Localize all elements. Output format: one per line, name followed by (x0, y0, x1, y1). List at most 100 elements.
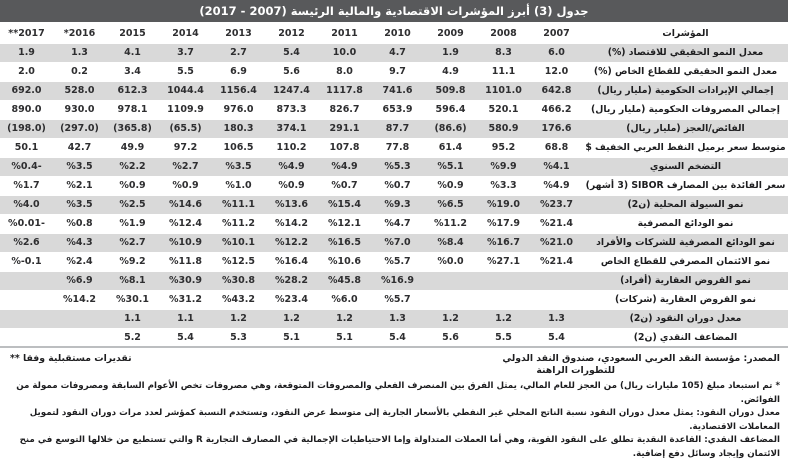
indicator-label: نمو الودائع المصرفية (637, 218, 734, 229)
year-header: 2008 (490, 27, 517, 39)
value-cell (477, 290, 530, 309)
value-cell: %21.4 (540, 218, 573, 229)
table-row: 50.1 42.7 49.9 97.2 106.5 110.2 107.8 77.8 61.4 9… (0, 138, 788, 157)
value-cell: 10.0 (332, 47, 357, 58)
source-note: المصدر: مؤسسة النقد العربي السعودي، صندو… (502, 353, 780, 364)
value-cell: 107.8 (329, 142, 360, 153)
value-cell: 612.3 (117, 85, 148, 96)
value-cell: %45.8 (328, 275, 361, 286)
table-row: 692.0 528.0 612.3 1044.4 1156.4 1247.4 1117.8 7… (0, 81, 788, 100)
value-cell: 0.2 (71, 66, 88, 77)
value-cell: %5.7 (384, 294, 411, 305)
year-header: *2016 (63, 27, 96, 39)
value-cell: %2.7 (119, 237, 146, 248)
value-cell: (297.0) (60, 123, 99, 134)
value-cell: 3.7 (177, 47, 194, 58)
value-cell: 1.9 (18, 47, 35, 58)
value-cell: %43.2 (222, 294, 255, 305)
value-cell: %4.1 (543, 161, 570, 172)
value-cell: %0.01- (8, 218, 45, 229)
value-cell: 1.2 (230, 313, 247, 324)
value-cell: 466.2 (541, 104, 572, 115)
value-cell: 976.0 (223, 104, 254, 115)
table-row: 2.0 0.2 3.4 5.5 6.9 5.6 8.0 9.7 4.9 11.1 12.0 معدل … (0, 62, 788, 81)
value-cell: 180.3 (223, 123, 254, 134)
value-cell: %27.1 (487, 256, 520, 267)
value-cell: 95.2 (491, 142, 516, 153)
value-cell: %-0.1 (11, 256, 42, 267)
value-cell: %21.0 (540, 237, 573, 248)
value-cell: 1247.4 (273, 85, 310, 96)
value-cell: 1.3 (389, 313, 406, 324)
value-cell: 6.9 (230, 66, 247, 77)
value-cell: 1.1 (124, 313, 141, 324)
value-cell (0, 271, 53, 290)
value-cell: %0.0 (437, 256, 464, 267)
year-header: 2013 (225, 27, 252, 39)
value-cell: %14.6 (169, 199, 202, 210)
value-cell: %23.7 (540, 199, 573, 210)
value-cell: %23.4 (275, 294, 308, 305)
value-cell: 5.5 (177, 66, 194, 77)
year-header: 2007 (543, 27, 570, 39)
value-cell: 1.3 (548, 313, 565, 324)
value-cell: %6.5 (437, 199, 464, 210)
value-cell: 4.1 (124, 47, 141, 58)
table-row: %14.2 %30.1 %31.2 %43.2 %23.4 %6.0 %5.7 نمو الق… (0, 290, 788, 309)
value-cell: %12.5 (222, 256, 255, 267)
value-cell: 5.1 (336, 331, 353, 343)
value-cell: 1117.8 (326, 85, 363, 96)
value-cell (0, 328, 53, 347)
value-cell: %14.2 (275, 218, 308, 229)
value-cell: %0.7 (384, 180, 411, 191)
value-cell: %12.2 (275, 237, 308, 248)
value-cell: %0.7 (331, 180, 358, 191)
value-cell: 110.2 (276, 142, 307, 153)
value-cell: 49.9 (120, 142, 145, 153)
value-cell: %30.9 (169, 275, 202, 286)
estimate-text: تقديرات مستقبلية وفقا (22, 353, 132, 364)
footnote-multiplier: المضاعف النقدي: القاعدة النقدية تطلق على… (19, 435, 780, 459)
value-cell: %11.2 (434, 218, 467, 229)
footer-source-row: المصدر: مؤسسة النقد العربي السعودي، صندو… (0, 348, 788, 364)
value-cell: 11.1 (491, 66, 516, 77)
table-row: %0.01- %0.8 %1.9 %12.4 %11.2 %14.2 %12.1 %4.7 %1… (0, 214, 788, 233)
value-cell: %16.4 (275, 256, 308, 267)
value-cell: 5.6 (442, 331, 459, 343)
value-cell: %2.1 (66, 180, 93, 191)
value-cell: %2.4 (66, 256, 93, 267)
value-cell: 9.7 (389, 66, 406, 77)
indicator-label: الفائض/العجز (مليار ريال) (626, 123, 745, 134)
value-cell: %4.3 (66, 237, 93, 248)
value-cell: %17.9 (487, 218, 520, 229)
indicator-label: معدل دوران النقود (ن2) (629, 313, 742, 324)
value-cell: 1156.4 (220, 85, 257, 96)
table-row: %4.0 %3.5 %2.5 %14.6 %11.1 %13.6 %15.4 %9.3 %6.5… (0, 195, 788, 214)
year-header: **2017 (8, 27, 45, 39)
value-cell: 2.7 (230, 47, 247, 58)
value-cell (477, 271, 530, 290)
value-cell: %7.0 (384, 237, 411, 248)
value-cell: %19.0 (487, 199, 520, 210)
value-cell: %2.2 (119, 161, 146, 172)
value-cell: %12.1 (328, 218, 361, 229)
year-header: 2012 (278, 27, 305, 39)
year-header-row: **2017 *2016 2015 2014 2013 2012 2011 2010 2009 2… (0, 24, 788, 43)
value-cell: 5.4 (389, 331, 406, 343)
indicator-label: إجمالي الإيرادات الحكومية (مليار ريال) (597, 85, 774, 96)
estimate-marker: ** (10, 353, 20, 364)
indicator-label: معدل النمو الحقيقي للقطاع الخاص (%) (593, 66, 778, 77)
value-cell: %31.2 (169, 294, 202, 305)
value-cell: 1.2 (495, 313, 512, 324)
value-cell: 5.5 (495, 331, 512, 343)
value-cell: 4.9 (442, 66, 459, 77)
value-cell: %1.9 (119, 218, 146, 229)
value-cell: %3.5 (66, 199, 93, 210)
value-cell: 374.1 (276, 123, 307, 134)
value-cell: %30.1 (116, 294, 149, 305)
table-row: 5.2 5.4 5.3 5.1 5.1 5.4 5.6 5.5 5.4 المضاعف النقد… (0, 328, 788, 347)
value-cell: 528.0 (64, 85, 95, 96)
value-cell: (65.5) (169, 123, 202, 134)
value-cell: 1044.4 (167, 85, 204, 96)
estimate-note-line1: ** تقديرات مستقبلية وفقا (10, 353, 132, 364)
